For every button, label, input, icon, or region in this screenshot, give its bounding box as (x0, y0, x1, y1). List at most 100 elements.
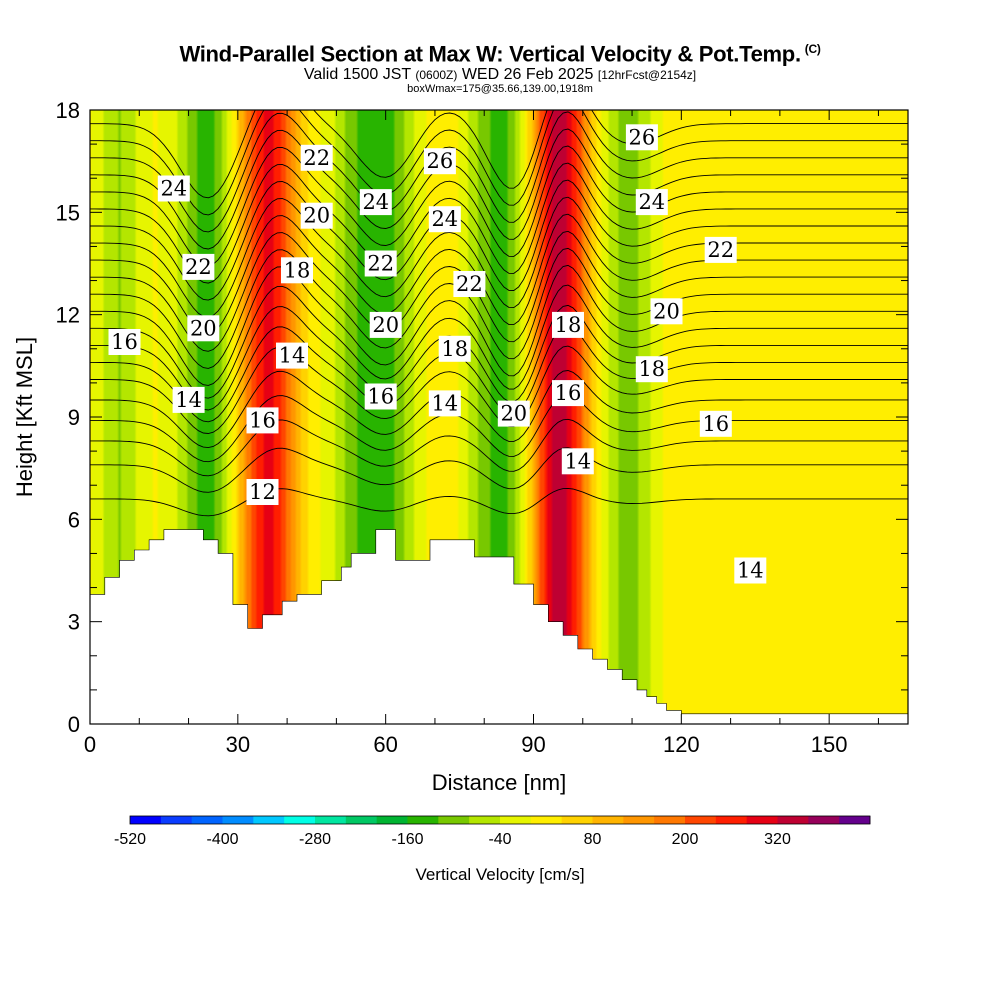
isentrope-label-box (552, 380, 584, 407)
isentrope-label-text: 26 (629, 125, 656, 149)
colorbar-swatch (345, 816, 378, 824)
isentrope-label-box (438, 335, 471, 362)
colorbar-frame (129, 815, 871, 825)
isentrope-label: 14 (428, 390, 461, 417)
colorbar-swatch (808, 816, 840, 824)
isentrope-line (90, 230, 908, 352)
isentrope-line (90, 447, 908, 493)
x-axis: 0 30 60 90 120 150 (84, 110, 879, 757)
isentrope-label: 14 (561, 448, 594, 475)
colorbar-swatch (685, 816, 717, 824)
isentrope-label-box (453, 271, 486, 297)
isentrope-label: 26 (625, 124, 658, 151)
isentrope-line (90, 264, 908, 386)
isentrope-label: 16 (108, 329, 141, 355)
isentrope-label-text: 14 (737, 559, 764, 583)
isentrope-label-text: 20 (653, 299, 680, 323)
colorbar-swatch (530, 816, 563, 824)
colorbar-swatch (469, 816, 501, 824)
colorbar-swatch (715, 816, 748, 824)
x-tick-label: 150 (811, 732, 848, 757)
isentrope-label-text: 20 (500, 402, 527, 426)
isentrope-label-box (281, 257, 313, 284)
isentrope-label: 22 (453, 271, 486, 297)
isentrope-label-text: 22 (303, 146, 330, 170)
isentrope-label-box (172, 386, 205, 413)
valid-date: WED 26 Feb 2025 (461, 66, 594, 84)
isentrope-label: 22 (300, 144, 333, 171)
colorbar-swatch (623, 816, 655, 824)
isentrope-label: 18 (438, 335, 471, 362)
x-tick-label: 60 (373, 732, 397, 757)
isentrope-label-text: 18 (638, 357, 665, 381)
isentrope-label-text: 18 (284, 258, 311, 282)
isentrope-label: 16 (699, 410, 732, 437)
isentrope-label: 24 (635, 189, 668, 216)
colorbar-tick-label: -280 (299, 831, 331, 848)
isentrope-line (90, 418, 908, 477)
isentropes (90, 110, 908, 517)
isentrope-label-text: 26 (427, 149, 454, 173)
chart-subtitle: Valid 1500 JST (0600Z) WED 26 Feb 2025 [… (0, 67, 1000, 83)
isentrope-label-text: 14 (279, 344, 306, 368)
isentrope-label-box (359, 189, 392, 216)
isentrope-line (90, 394, 908, 463)
isentrope-label-box (182, 253, 215, 280)
isentrope-label-box (635, 356, 668, 383)
isentrope-label: 24 (428, 206, 461, 233)
x-tick-label: 30 (226, 732, 250, 757)
title-block: Wind-Parallel Section at Max W: Vertical… (0, 36, 1000, 95)
isentrope-label-text: 16 (702, 412, 729, 436)
colorbar-swatch (315, 816, 347, 824)
isentrope-label: 22 (704, 236, 737, 263)
chart-title: Wind-Parallel Section at Max W: Vertical… (0, 36, 1000, 67)
isentrope-line (90, 304, 908, 411)
isentrope-line (90, 111, 908, 233)
isentrope-label-box (650, 298, 683, 325)
isentrope-label-box (635, 189, 668, 216)
isentrope-label-box (364, 250, 397, 277)
isentrope-label: 20 (497, 400, 530, 427)
colorbar-tick-label: -40 (488, 831, 511, 848)
isentrope-label-text: 18 (441, 337, 468, 361)
isentrope-label: 20 (650, 298, 683, 325)
colorbar-swatch (376, 816, 408, 824)
terrain-mask (90, 529, 908, 724)
isentrope-label-box (157, 175, 190, 202)
colorbar-swatch (438, 816, 470, 824)
isentrope-label: 22 (182, 253, 215, 280)
colorbar-swatch (746, 816, 778, 824)
colorbar: -520 -400 -280 -160 -40 80 200 320 (114, 815, 871, 848)
isentrope-label-text: 22 (367, 252, 394, 276)
y-tick-label: 0 (68, 712, 80, 737)
isentrope-label: 18 (552, 311, 584, 338)
valid-utc: (0600Z) (415, 68, 458, 83)
isentrope-label-box (497, 400, 530, 427)
colorbar-swatch (592, 816, 624, 824)
isentrope-line (90, 370, 908, 449)
colorbar-swatch (561, 816, 593, 824)
colorbar-swatch (253, 816, 285, 824)
valid-time: Valid 1500 JST (303, 66, 411, 84)
colorbar-swatch (654, 816, 686, 824)
y-tick-label: 6 (68, 507, 80, 532)
isentrope-label-text: 16 (249, 408, 276, 432)
isentrope-label: 22 (364, 250, 397, 277)
isentrope-label-box (561, 448, 594, 475)
plot-area: 24 22 20 16 14 22 20 18 14 16 12 24 22 20 16 26 24 22 18 14… (90, 110, 908, 724)
isentrope-label: 20 (187, 315, 220, 342)
isentrope-label-text: 20 (303, 204, 330, 228)
colorbar-tick-label: 200 (672, 831, 699, 848)
isentrope-line (90, 162, 908, 284)
isentrope-label: 14 (276, 342, 308, 369)
isentrope-label-text: 24 (160, 177, 187, 201)
isentrope-label-box (246, 407, 279, 434)
isentrope-label: 18 (635, 356, 668, 383)
isentrope-label: 20 (300, 202, 333, 229)
contour-labels: 24 22 20 16 14 22 20 18 14 16 12 24 22 20 16 26 24 22 18 14… (108, 124, 767, 584)
box-info: boxWmax=175@35.66,139.00,1918m (407, 83, 593, 96)
isentrope-label: 12 (246, 479, 279, 505)
isentrope-line (90, 213, 908, 335)
colorbar-tick-label: -160 (391, 831, 423, 848)
